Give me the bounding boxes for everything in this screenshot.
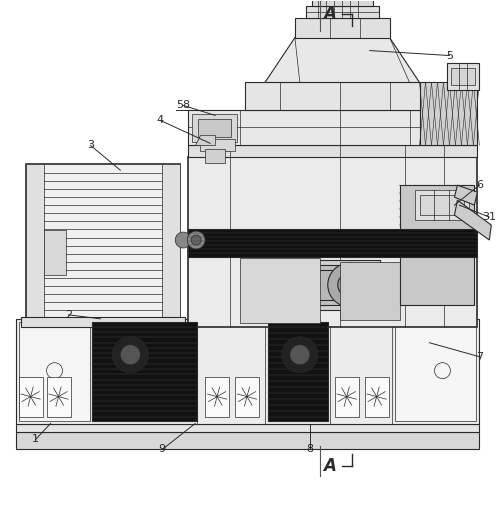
Bar	[188, 111, 478, 145]
Text: 5: 5	[446, 50, 453, 61]
Circle shape	[328, 263, 372, 307]
Bar	[306, 6, 378, 18]
Bar	[235, 377, 259, 417]
Bar	[205, 377, 229, 417]
Text: 58: 58	[176, 100, 190, 111]
Bar	[312, 0, 372, 6]
Bar	[335, 377, 358, 417]
Bar	[26, 164, 44, 319]
Bar	[448, 63, 480, 90]
Polygon shape	[265, 37, 420, 82]
Text: 6: 6	[476, 180, 483, 190]
Bar	[188, 157, 478, 327]
Circle shape	[282, 337, 318, 373]
Bar	[205, 149, 225, 163]
Bar	[452, 68, 475, 85]
Circle shape	[290, 345, 310, 365]
Bar	[26, 164, 180, 319]
Circle shape	[175, 232, 191, 248]
Bar	[18, 322, 90, 421]
Bar	[192, 115, 237, 142]
Text: A: A	[324, 5, 336, 23]
Circle shape	[112, 337, 148, 373]
Circle shape	[187, 231, 205, 249]
Bar	[340, 262, 400, 320]
Text: 9: 9	[158, 444, 166, 454]
Bar	[18, 377, 42, 417]
Bar	[260, 260, 380, 310]
Bar	[16, 424, 479, 431]
Text: 2: 2	[65, 310, 72, 320]
Text: 31: 31	[482, 212, 496, 222]
Bar	[420, 82, 478, 145]
Bar	[240, 258, 320, 323]
Bar	[162, 164, 180, 319]
Circle shape	[120, 345, 141, 365]
Bar	[200, 139, 235, 152]
Bar	[295, 18, 390, 37]
Bar	[20, 317, 185, 327]
Bar	[16, 431, 479, 449]
Text: 8: 8	[306, 444, 314, 454]
Bar	[400, 185, 474, 305]
Circle shape	[338, 273, 361, 297]
Bar	[364, 377, 388, 417]
Bar	[245, 82, 430, 111]
Polygon shape	[454, 185, 477, 205]
Bar	[275, 265, 364, 305]
Bar	[414, 190, 470, 220]
Bar	[420, 195, 465, 215]
Polygon shape	[195, 135, 215, 145]
Text: 7: 7	[476, 351, 483, 362]
Bar	[198, 119, 231, 137]
Polygon shape	[454, 200, 492, 240]
Bar	[394, 322, 476, 421]
Text: 1: 1	[32, 434, 39, 444]
Bar	[188, 229, 478, 257]
Text: A: A	[324, 458, 336, 475]
Bar	[92, 322, 197, 421]
Bar	[290, 270, 350, 300]
Bar	[268, 322, 328, 421]
Text: 4: 4	[156, 115, 164, 125]
Bar	[188, 145, 478, 157]
Circle shape	[191, 235, 201, 245]
Text: 3: 3	[87, 140, 94, 150]
Bar	[46, 377, 70, 417]
Bar	[16, 319, 479, 424]
Bar	[44, 230, 66, 275]
